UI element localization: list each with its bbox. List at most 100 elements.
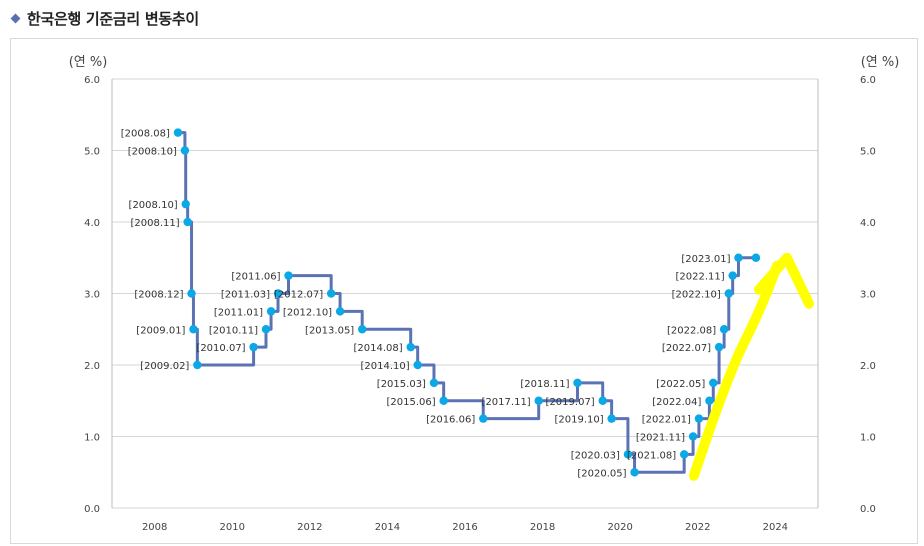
data-point-25 <box>630 468 639 477</box>
data-label-29: [2022.04] <box>652 397 701 408</box>
data-label-11: [2011.06] <box>231 272 280 283</box>
series-line <box>177 131 756 474</box>
x-tick-5: 2018 <box>530 522 555 533</box>
x-tick-3: 2014 <box>375 522 400 533</box>
data-point-22 <box>598 396 607 405</box>
x-tick-2: 2012 <box>297 522 322 533</box>
data-point-26 <box>679 450 689 459</box>
data-label-3: [2008.11] <box>130 218 179 229</box>
data-label-7: [2010.07] <box>196 343 245 354</box>
y-unit-right: (연 %) <box>861 55 900 70</box>
y-tick-right-0: 0.0 <box>860 504 876 515</box>
data-label-24: [2020.03] <box>571 450 620 461</box>
data-points <box>173 128 761 477</box>
data-label-32: [2022.08] <box>667 325 716 336</box>
x-tick-8: 2024 <box>763 522 788 533</box>
data-label-1: [2008.10] <box>128 147 177 158</box>
x-tick-4: 2016 <box>452 522 477 533</box>
data-label-31: [2022.07] <box>662 343 711 354</box>
highlight-arrow <box>688 252 814 481</box>
data-point-11 <box>284 271 293 280</box>
y-unit-left: (연 %) <box>69 55 108 70</box>
data-label-8: [2010.11] <box>209 325 258 336</box>
x-tick-1: 2010 <box>220 522 245 533</box>
data-label-27: [2021.11] <box>636 433 685 444</box>
data-point-4 <box>187 289 196 298</box>
data-label-33: [2022.10] <box>672 290 721 301</box>
chart-title: 한국은행 기준금리 변동추이 <box>27 9 199 28</box>
data-label-19: [2016.06] <box>426 415 475 426</box>
data-point-27 <box>688 432 698 441</box>
data-point-6 <box>193 360 202 370</box>
data-label-30: [2022.05] <box>656 379 705 390</box>
data-point-31 <box>714 342 724 352</box>
data-label-21: [2018.11] <box>520 379 569 390</box>
data-point-16 <box>413 360 422 370</box>
data-label-0: [2008.08] <box>121 129 170 140</box>
data-label-13: [2012.10] <box>283 307 332 318</box>
y-tick-left-2: 2.0 <box>84 361 100 372</box>
data-point-10 <box>273 289 283 298</box>
data-point-19 <box>479 414 488 423</box>
data-point-1 <box>180 146 190 155</box>
data-label-28: [2022.01] <box>642 415 691 426</box>
data-point-24 <box>623 450 633 459</box>
data-point-30 <box>709 378 718 388</box>
y-tick-left-3: 3.0 <box>84 290 100 301</box>
data-point-32 <box>719 325 729 334</box>
data-label-9: [2011.01] <box>214 307 263 318</box>
data-label-15: [2014.08] <box>354 343 403 354</box>
arrow-shaft <box>688 260 782 481</box>
data-point-14 <box>358 325 367 334</box>
title-row: 한국은행 기준금리 변동추이 <box>10 8 199 28</box>
data-label-16: [2014.10] <box>361 361 410 372</box>
y-tick-right-1: 1.0 <box>860 433 876 444</box>
data-label-18: [2015.06] <box>387 397 436 408</box>
y-ticks-right: 0.0 1.0 2.0 3.0 4.0 5.0 6.0 <box>860 75 876 515</box>
data-point-34 <box>728 271 737 280</box>
data-label-14: [2013.05] <box>305 325 354 336</box>
data-point-35 <box>734 253 743 262</box>
y-tick-right-5: 5.0 <box>860 147 876 158</box>
data-point-5 <box>189 325 198 334</box>
y-ticks-left: 0.0 1.0 2.0 3.0 4.0 5.0 6.0 <box>84 75 100 515</box>
x-ticks: 2008 2010 2012 2014 2016 2018 2020 2022 2024 <box>142 522 788 533</box>
data-label-35: [2023.01] <box>681 254 730 265</box>
data-point-3 <box>183 217 192 227</box>
data-point-36 <box>751 253 761 262</box>
y-tick-left-5: 5.0 <box>84 147 100 158</box>
data-point-21 <box>573 378 582 388</box>
data-point-18 <box>439 396 448 405</box>
data-label-5: [2009.01] <box>136 325 185 336</box>
data-point-0 <box>173 128 183 137</box>
chart-frame <box>10 38 918 544</box>
data-label-6: [2009.02] <box>140 361 189 372</box>
data-label-34: [2022.11] <box>676 272 725 283</box>
data-labels: [2008.08] [2008.10] [2008.10] [2008.11] [200… <box>121 129 731 480</box>
data-label-10: [2011.03] <box>221 290 270 301</box>
data-point-12 <box>326 289 336 298</box>
y-tick-right-3: 3.0 <box>860 290 876 301</box>
data-point-7 <box>249 342 258 352</box>
data-label-12: [2012.07] <box>274 290 323 301</box>
axes <box>111 79 819 508</box>
data-label-26: [2021.08] <box>627 450 676 461</box>
x-tick-0: 2008 <box>142 522 167 533</box>
data-point-15 <box>406 342 415 352</box>
data-label-22: [2019.07] <box>546 397 595 408</box>
data-label-25: [2020.05] <box>577 468 626 479</box>
y-tick-left-0: 0.0 <box>84 504 100 515</box>
data-label-20: [2017.11] <box>482 397 531 408</box>
data-label-17: [2015.03] <box>377 379 426 390</box>
y-tick-left-1: 1.0 <box>84 433 100 444</box>
data-point-17 <box>429 378 439 388</box>
data-label-4: [2008.12] <box>134 290 183 301</box>
data-point-28 <box>694 414 704 423</box>
y-tick-left-4: 4.0 <box>84 218 100 229</box>
data-point-2 <box>181 199 190 209</box>
data-point-9 <box>266 307 276 316</box>
x-tick-6: 2020 <box>607 522 632 533</box>
x-tick-7: 2022 <box>685 522 710 533</box>
y-tick-left-6: 6.0 <box>84 75 100 86</box>
